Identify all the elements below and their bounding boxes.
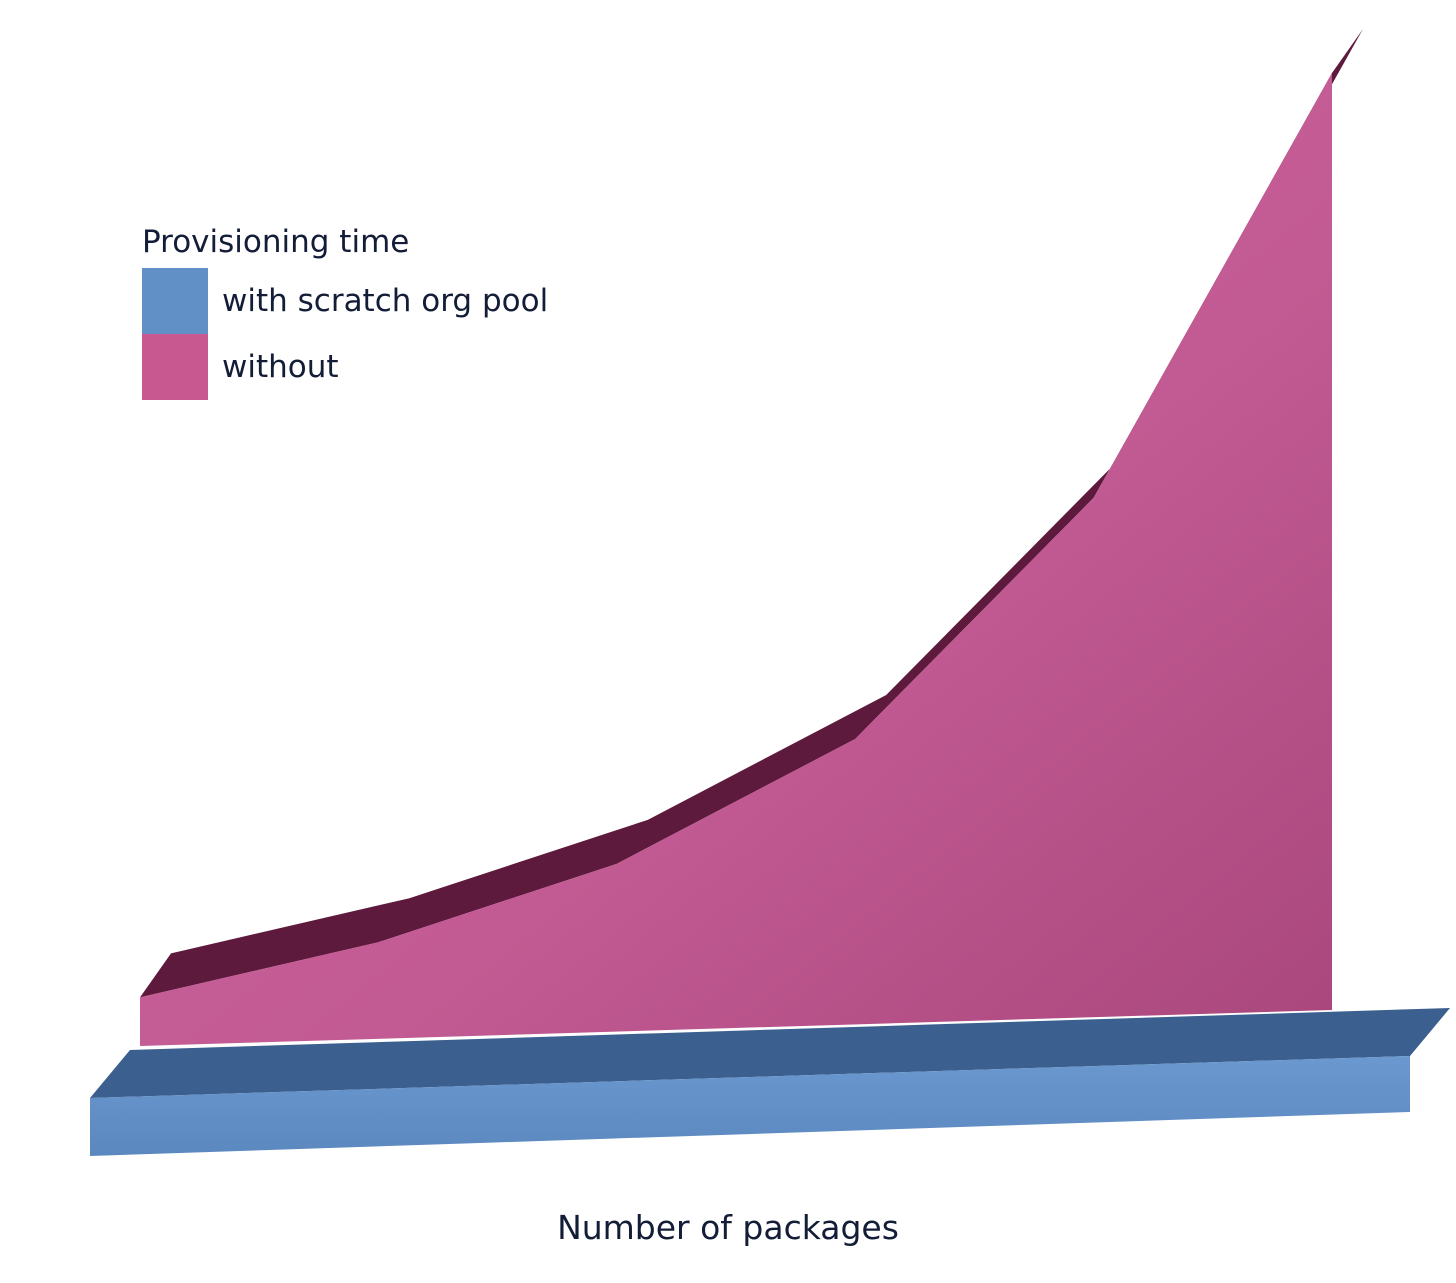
series-pool-front-face — [90, 1056, 1410, 1156]
legend-item-with-scratch-org-pool: with scratch org pool — [142, 268, 548, 334]
legend-swatch-pink — [142, 334, 208, 400]
series-with-scratch-org-pool-area — [90, 1008, 1450, 1156]
legend-label-without: without — [222, 349, 339, 385]
series-pool-top-face — [90, 1008, 1450, 1098]
legend-label-with-scratch-org-pool: with scratch org pool — [222, 283, 549, 319]
legend-item-without: without — [142, 334, 548, 400]
legend-swatch-blue — [142, 268, 208, 334]
x-axis-label: Number of packages — [557, 1208, 899, 1247]
legend: Provisioning time with scratch org pool … — [142, 216, 548, 400]
series-without-front-face — [140, 73, 1332, 1046]
series-without-area — [140, 29, 1363, 1046]
legend-title: Provisioning time — [142, 224, 410, 260]
